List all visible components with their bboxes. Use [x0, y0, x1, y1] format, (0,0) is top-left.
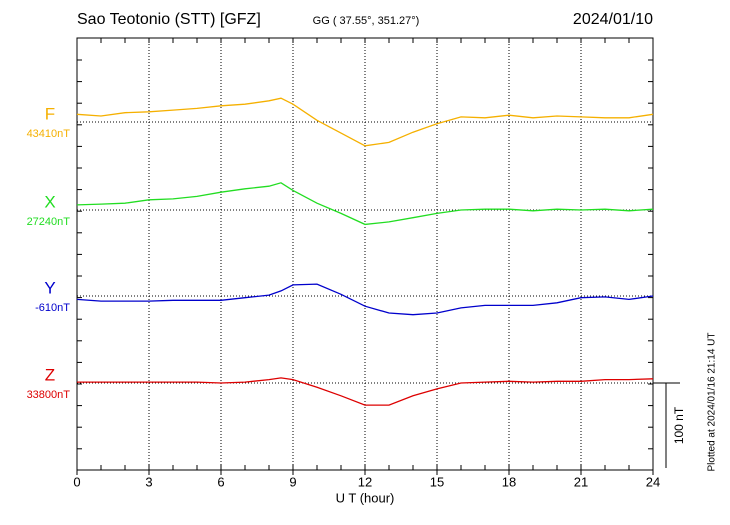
series-line — [76, 283, 654, 316]
series-name: X — [44, 192, 55, 211]
series-name: Z — [45, 365, 55, 384]
baseline-label: -610nT — [35, 302, 70, 314]
x-tick-label: 9 — [289, 474, 296, 489]
date: 2024/01/10 — [573, 11, 653, 28]
series-name: F — [45, 104, 55, 123]
plot-note: Plotted at 2024/01/16 21:14 UT — [707, 333, 718, 472]
x-tick-label: 15 — [430, 474, 444, 489]
baseline-label: 27240nT — [27, 216, 71, 228]
series-line — [77, 377, 654, 406]
series-line — [76, 97, 654, 147]
chart-title: Sao Teotonio (STT) [GFZ] — [77, 11, 261, 28]
series-name: Y — [44, 278, 55, 297]
x-tick-label: 24 — [646, 474, 660, 489]
x-tick-label: 12 — [358, 474, 372, 489]
scale-bar-label: 100 nT — [672, 406, 686, 444]
x-tick-label: 18 — [502, 474, 516, 489]
x-tick-label: 3 — [145, 474, 152, 489]
chart-subtitle: GG ( 37.55°, 351.27°) — [313, 15, 420, 27]
x-tick-label: 21 — [574, 474, 588, 489]
series-line — [76, 182, 654, 226]
x-tick-label: 6 — [217, 474, 224, 489]
baseline-label: 43410nT — [27, 128, 71, 140]
baseline-label: 33800nT — [27, 389, 71, 401]
x-axis-label: U T (hour) — [336, 490, 395, 505]
x-tick-label: 0 — [73, 474, 80, 489]
